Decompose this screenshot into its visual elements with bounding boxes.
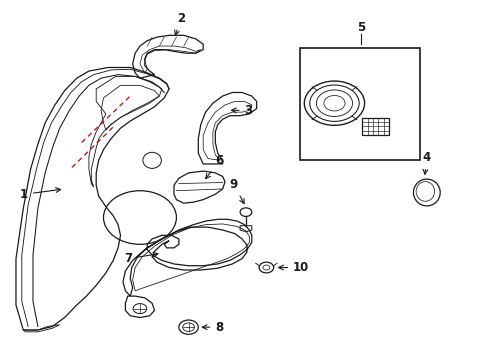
Text: 1: 1: [20, 188, 61, 201]
Text: 6: 6: [205, 154, 223, 179]
Bar: [362, 118, 388, 135]
Text: 4: 4: [422, 151, 430, 174]
Text: 3: 3: [231, 104, 252, 117]
Text: 10: 10: [278, 261, 309, 274]
Bar: [300, 48, 419, 160]
Text: 9: 9: [229, 178, 244, 204]
Text: 2: 2: [174, 12, 185, 35]
Text: 8: 8: [202, 321, 223, 334]
Text: 7: 7: [124, 252, 158, 265]
Text: 5: 5: [356, 21, 365, 33]
